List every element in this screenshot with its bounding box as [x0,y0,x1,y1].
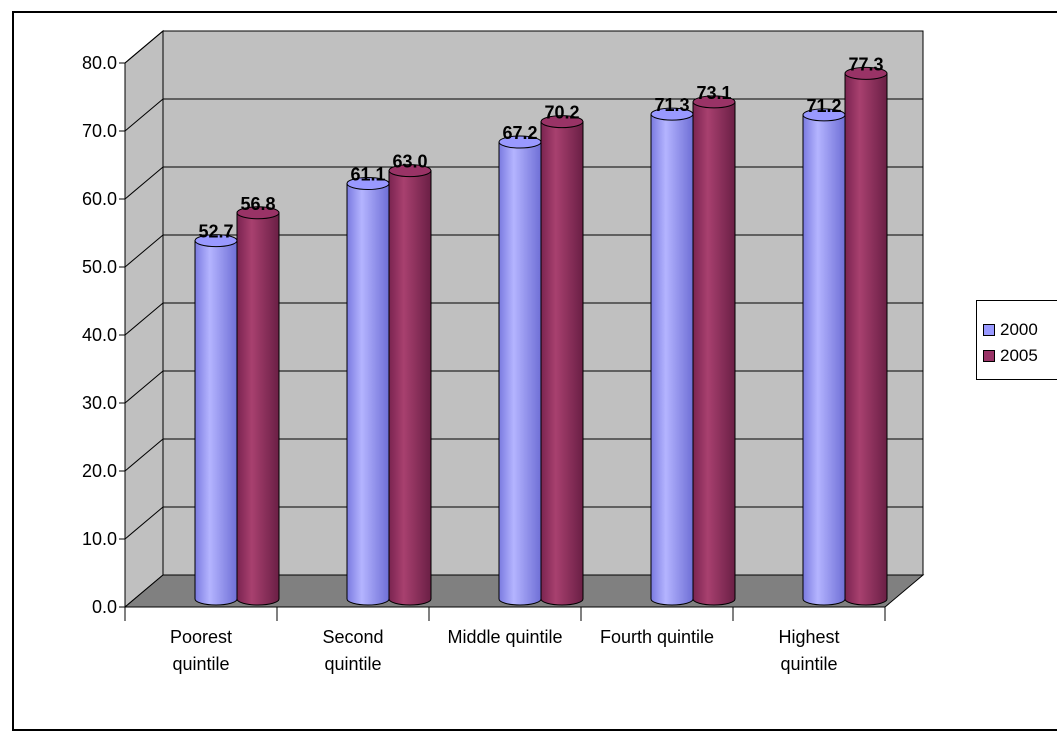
bar-body [194,240,238,606]
x-tick-label-line: quintile [172,654,229,674]
data-label: 63.0 [392,152,427,172]
bar-2000-4 [802,108,846,606]
y-tick-label: 0.0 [92,597,117,617]
y-tick-label: 40.0 [82,325,117,345]
legend: 2000 2005 [976,300,1057,380]
x-tick-label-line: Fourth quintile [600,627,714,647]
bar-2005-1 [388,164,432,606]
bar-2005-4 [844,66,888,606]
bar-2000-2 [498,135,542,606]
x-tick-label-line: Middle quintile [447,627,562,647]
x-tick-label-line: quintile [780,654,837,674]
axes: 0.0 10.0 20.0 30.0 40.0 50.0 60.0 70.0 80.0 [82,53,886,621]
x-tick-label-line: Highest [778,627,839,647]
bar-body [802,114,846,606]
gridline-side [124,506,164,540]
bar-body [650,113,694,606]
x-tick-label: Fourth quintile [600,627,714,647]
x-tick-label-line: quintile [324,654,381,674]
chart-plot: 0.0 10.0 20.0 30.0 40.0 50.0 60.0 70.0 80.0 Poor… [82,29,925,674]
bar-2005-2 [540,115,584,606]
y-tick-label: 30.0 [82,393,117,413]
labels: Poorest quintile Second quintile Middle quin… [170,54,884,674]
data-label: 71.3 [654,95,689,115]
gridline-side [124,234,164,268]
bar-2000-3 [650,107,694,606]
x-tick-label: Middle quintile [447,627,562,647]
bar-top [540,115,584,129]
legend-swatch-2005 [983,350,995,362]
legend-label-2005: 2005 [1000,346,1038,365]
gridline-side [124,166,164,200]
x-tick-label-line: Second [322,627,383,647]
legend-label-2000: 2000 [1000,320,1038,339]
y-tick-label: 50.0 [82,257,117,277]
data-label: 67.2 [502,123,537,143]
y-tick-label: 70.0 [82,121,117,141]
y-tick-label: 60.0 [82,189,117,209]
gridline-side [124,30,164,64]
gridline-side [124,302,164,336]
gridline-side [124,438,164,472]
bar-top [388,164,432,178]
legend-item-2005: 2005 [983,346,1038,366]
bar-2000-1 [346,177,390,606]
x-tick-label-line: Poorest [170,627,232,647]
legend-swatch-2000 [983,324,995,336]
bar-body [388,170,432,606]
legend-item-2000: 2000 [983,320,1038,340]
x-tick-label: Second quintile [322,627,383,674]
gridline-side [124,98,164,132]
bar-top [236,206,280,220]
data-label: 61.1 [350,165,385,185]
y-tick-label: 80.0 [82,53,117,73]
x-tick-label: Highest quintile [778,627,839,674]
bars [194,66,888,606]
bar-top [844,66,888,80]
data-label: 56.8 [240,194,275,214]
bar-body [346,183,390,606]
data-label: 73.1 [696,83,731,103]
bar-body [844,72,888,606]
bar-body [498,141,542,606]
bar-2005-0 [236,206,280,606]
bar-2005-3 [692,95,736,606]
bar-body [692,101,736,606]
y-tick-label: 10.0 [82,529,117,549]
gridline-side [124,370,164,404]
data-label: 52.7 [198,222,233,242]
data-label: 71.2 [806,96,841,116]
bar-body [540,121,584,606]
bar-top [692,95,736,109]
bar-body [236,212,280,606]
data-label: 77.3 [848,54,883,74]
y-tick-label: 20.0 [82,461,117,481]
data-label: 70.2 [544,103,579,123]
x-tick-label: Poorest quintile [170,627,232,674]
bar-2000-0 [194,234,238,606]
